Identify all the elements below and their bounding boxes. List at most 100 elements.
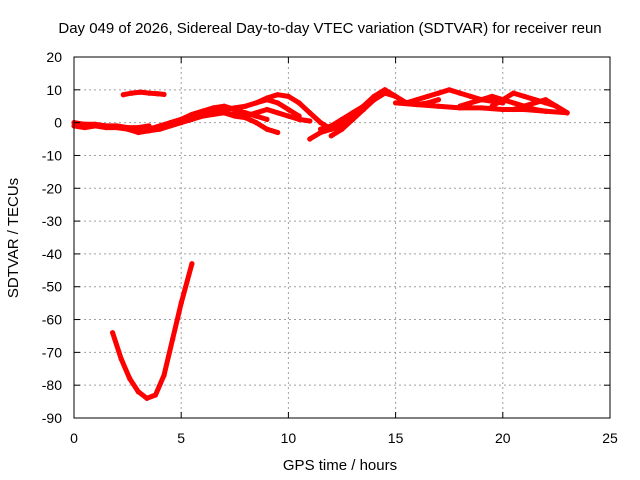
data-point — [489, 93, 495, 99]
x-tick-label: 20 — [495, 430, 511, 446]
data-point — [232, 105, 238, 111]
plot-frame — [73, 56, 611, 419]
data-point — [435, 97, 442, 103]
series-arc-3 — [120, 89, 167, 98]
data-point — [253, 100, 259, 106]
data-point — [137, 89, 144, 95]
data-point — [393, 100, 399, 106]
y-tick-label: -90 — [42, 410, 62, 426]
data-point — [253, 110, 259, 116]
y-tick-label: -60 — [42, 312, 62, 328]
data-point — [125, 124, 131, 131]
data-point — [242, 103, 249, 109]
data-point — [360, 103, 367, 109]
series-arc-9 — [253, 97, 302, 119]
data-point — [264, 97, 270, 103]
data-point — [446, 87, 452, 93]
data-point — [532, 106, 538, 113]
grid — [74, 57, 610, 418]
data-point — [178, 116, 184, 122]
data-point — [500, 106, 506, 113]
data-point — [275, 129, 281, 136]
data-point — [146, 90, 152, 96]
y-tick-label: -50 — [42, 279, 62, 295]
y-tick-label: -30 — [42, 213, 62, 229]
y-tick-label: 20 — [46, 49, 62, 65]
data-point — [189, 113, 195, 119]
data-point — [317, 126, 324, 132]
data-point — [382, 87, 388, 93]
series-arc-4 — [109, 261, 195, 401]
data-point — [500, 97, 506, 103]
data-point — [152, 392, 159, 398]
data-point — [285, 106, 291, 113]
data-point — [489, 103, 495, 109]
data-point — [189, 261, 195, 267]
data-point — [425, 93, 431, 99]
data-point — [146, 126, 152, 132]
data-point — [468, 100, 474, 106]
y-tick-label: -10 — [42, 147, 62, 163]
data-point — [328, 133, 334, 139]
data-point — [167, 120, 174, 126]
y-tick-label: 10 — [46, 82, 62, 98]
data-point — [521, 103, 527, 109]
data-point — [242, 113, 249, 119]
data-point — [296, 100, 302, 106]
data-point — [109, 330, 116, 336]
data-point — [307, 118, 313, 124]
data-point — [135, 124, 141, 131]
data-point — [200, 110, 206, 116]
data-point — [510, 100, 517, 106]
data-point — [478, 97, 484, 103]
data-point — [478, 105, 484, 111]
x-tick-label: 0 — [70, 430, 78, 446]
data-point — [457, 103, 463, 109]
series-layer — [71, 87, 570, 401]
data-point — [435, 103, 442, 109]
data-point — [264, 116, 270, 122]
data-point — [285, 113, 291, 119]
data-point — [307, 110, 313, 116]
data-point — [339, 126, 345, 132]
data-point — [114, 123, 120, 129]
y-tick-label: -20 — [42, 180, 62, 196]
data-point — [435, 90, 442, 96]
y-tick-label: -40 — [42, 246, 62, 262]
series-line — [110, 261, 195, 401]
data-point — [157, 123, 163, 129]
x-tick-label: 10 — [281, 430, 297, 446]
data-point — [275, 92, 281, 98]
series-arc-7 — [221, 110, 281, 136]
data-point — [468, 93, 474, 99]
data-point — [264, 126, 270, 132]
data-point — [92, 121, 99, 127]
series-arc-8 — [242, 106, 313, 124]
y-tick-label: -70 — [42, 344, 62, 360]
y-axis-label: SDTVAR / TECUs — [5, 178, 22, 298]
data-point — [371, 93, 377, 99]
data-point — [155, 91, 161, 97]
data-point — [285, 93, 291, 99]
data-point — [521, 93, 527, 99]
data-point — [350, 110, 356, 116]
data-point — [82, 121, 88, 127]
x-tick-label: 25 — [602, 430, 618, 446]
data-point — [264, 106, 270, 113]
axis-ticks — [73, 56, 611, 419]
data-point — [350, 116, 356, 122]
data-point — [275, 100, 281, 106]
data-point — [543, 108, 549, 114]
data-point — [144, 395, 150, 401]
data-point — [510, 90, 517, 96]
x-tick-label: 15 — [388, 430, 404, 446]
data-point — [307, 136, 313, 142]
data-point — [564, 110, 570, 116]
data-point — [178, 300, 184, 306]
data-point — [532, 100, 538, 106]
data-point — [553, 103, 560, 109]
chart-title: Day 049 of 2026, Sidereal Day-to-day VTE… — [58, 20, 601, 37]
data-point — [135, 129, 141, 136]
